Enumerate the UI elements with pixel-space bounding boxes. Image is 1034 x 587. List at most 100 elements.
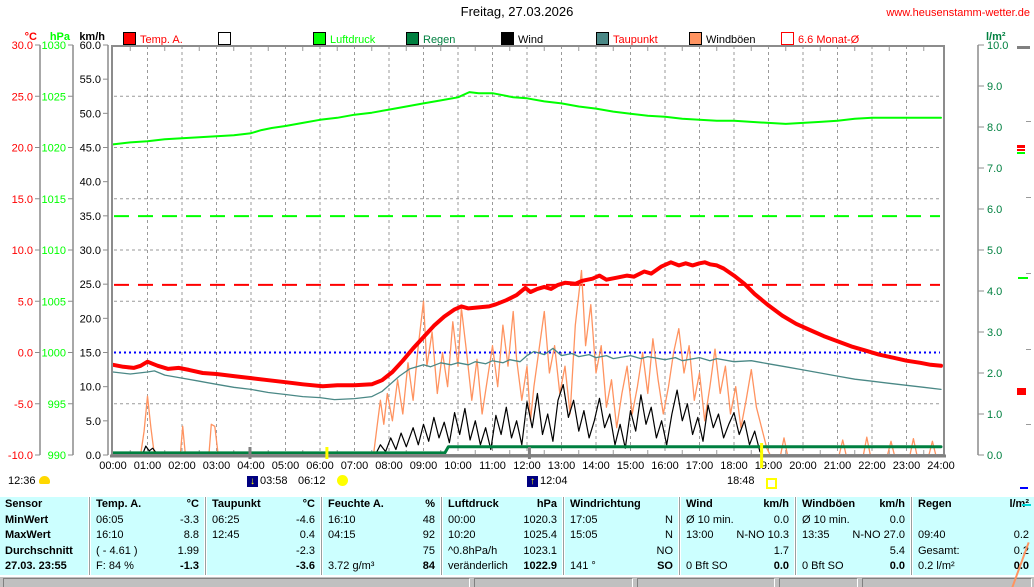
table-row: Ø 10 min. 0.0 xyxy=(681,513,794,529)
table-row: 141 ° SO xyxy=(565,559,678,575)
cell-value: % xyxy=(425,498,435,510)
axis-tick-label-wind: 0.0 xyxy=(86,450,101,462)
axis-tick-label-rain: 9.0 xyxy=(987,81,1002,93)
cell-label: MinWert xyxy=(5,513,49,526)
x-tick-label: 15:00 xyxy=(617,460,645,472)
table-row: Gesamt: 0.2 xyxy=(913,544,1034,560)
x-tick-label: 11:00 xyxy=(479,460,506,472)
cell-label: 15:05 xyxy=(570,529,598,542)
table-column-sensor: Sensor MinWert MaxWert Durchschnitt 27.03. 2… xyxy=(0,497,88,575)
column-header: Wind km/h xyxy=(681,497,794,513)
cell-value: -4.6 xyxy=(296,513,315,526)
axis-tick-label-pressure: 995 xyxy=(48,399,66,411)
cell-value: 48 xyxy=(422,513,435,526)
axis-tick-label-pressure: 1015 xyxy=(42,194,66,206)
cell-label: Temp. A. xyxy=(96,498,142,510)
table-row: 75 xyxy=(323,544,440,560)
column-header: Feuchte A.% xyxy=(323,497,440,513)
cell-label: MaxWert xyxy=(5,529,51,542)
axis-tick-label-temp: 10.0 xyxy=(12,245,33,257)
row-label: Durchschnitt xyxy=(0,544,88,560)
axis-tick-label-temp: -10.0 xyxy=(8,450,33,462)
axis-tick-label-temp: 30.0 xyxy=(12,40,33,52)
axis-tick-label-rain: 3.0 xyxy=(987,327,1002,339)
cell-label: 0 Bft SO xyxy=(686,560,728,573)
cell-value: 1.7 xyxy=(773,544,789,557)
table-row: 00:00 1020.3 xyxy=(443,513,562,529)
status-bar xyxy=(0,577,1034,587)
cell-value: 1.99 xyxy=(177,544,199,557)
solar-noon-label: 12:36 xyxy=(8,475,50,487)
x-tick-label: 16:00 xyxy=(651,460,679,472)
table-row: veränderlich 1022.9 xyxy=(443,559,562,575)
cell-value: 0.0 xyxy=(889,560,905,573)
table-row: -2.3 xyxy=(207,544,320,560)
x-tick-label: 22:00 xyxy=(858,460,886,472)
cell-label: 06:25 xyxy=(212,513,240,526)
solar-noon-time: 12:36 xyxy=(8,475,36,487)
axis-tick-label-pressure: 990 xyxy=(48,450,66,462)
cell-value: l/m² xyxy=(1009,498,1029,510)
legend-swatch xyxy=(406,32,419,45)
cell-value: N xyxy=(665,513,673,526)
table-row: 16:10 48 xyxy=(323,513,440,529)
cell-value: 0.0 xyxy=(773,560,789,573)
table-column-wind: Wind km/h Ø 10 min. 0.0 13:00 N-NO 10.3 1.7 0 B… xyxy=(681,497,794,575)
cell-label: 16:10 xyxy=(96,529,124,542)
cell-label: 3.72 g/m³ xyxy=(328,560,375,573)
table-row: Ø 10 min. 0.0 xyxy=(797,513,910,529)
cell-value: NO xyxy=(656,544,674,557)
table-row: F: 84 % -1.3 xyxy=(91,559,204,575)
edge-tick-4 xyxy=(1026,349,1031,350)
site-url-link[interactable]: www.heusenstamm-wetter.de xyxy=(886,7,1030,19)
axis-tick-label-wind: 60.0 xyxy=(80,40,101,52)
legend-item-wind: Wind xyxy=(501,32,543,46)
table-column-taupunkt: Taupunkt °C 06:25 -4.6 12:45 0.4 -2.3 -3.6 xyxy=(207,497,320,575)
cell-label: veränderlich xyxy=(448,560,508,573)
table-separator xyxy=(89,497,90,575)
legend-label: Luftdruck xyxy=(330,34,376,46)
axis-tick-label-pressure: 1025 xyxy=(42,91,66,103)
cell-label: Windrichtung xyxy=(570,498,641,510)
cell-label: Regen xyxy=(918,498,952,510)
axis-tick-label-pressure: 1000 xyxy=(42,348,66,360)
table-row xyxy=(913,513,1034,529)
table-row: 13:35 N-NO 27.0 xyxy=(797,528,910,544)
x-tick-label: 06:00 xyxy=(306,460,334,472)
axis-tick-label-pressure: 1005 xyxy=(42,296,66,308)
table-row: 5.4 xyxy=(797,544,910,560)
cell-label: ( - 4.61 ) xyxy=(96,544,138,557)
cell-value: -3.3 xyxy=(180,513,199,526)
table-row: 04:15 92 xyxy=(323,528,440,544)
cell-label: 17:05 xyxy=(570,513,598,526)
cell-value: -1.3 xyxy=(180,560,199,573)
edge-mark-blue xyxy=(1020,487,1028,489)
cell-label: 12:45 xyxy=(212,529,240,542)
x-tick-label: 13:00 xyxy=(548,460,576,472)
table-row: 16:10 8.8 xyxy=(91,528,204,544)
legend-label: Regen xyxy=(423,34,456,46)
x-tick-label: 01:00 xyxy=(134,460,162,472)
cell-value: °C xyxy=(186,498,199,510)
legend-swatch xyxy=(123,32,136,45)
cell-value: -2.3 xyxy=(296,544,315,557)
cell-label: 16:10 xyxy=(328,513,356,526)
sunrise-icon xyxy=(337,475,348,489)
edge-mark-red-b xyxy=(1017,149,1025,151)
x-tick-label: 12:00 xyxy=(513,460,541,472)
sunset-icon xyxy=(766,478,777,492)
cell-label: Ø 10 min. xyxy=(686,513,734,526)
edge-mark-gray-top xyxy=(1017,46,1030,49)
table-row: ( - 4.61 ) 1.99 xyxy=(91,544,204,560)
legend-label: 6.6 Monat-Ø xyxy=(798,34,860,46)
cell-value: 1025.4 xyxy=(523,529,557,542)
solar-noon-sun-icon xyxy=(38,476,50,484)
legend-item-blank xyxy=(218,32,235,45)
x-tick-label: 10:00 xyxy=(444,460,472,472)
table-row: 13:00 N-NO 10.3 xyxy=(681,528,794,544)
axis-tick-label-wind: 40.0 xyxy=(80,177,101,189)
column-header: Taupunkt °C xyxy=(207,497,320,513)
cell-label: 13:00 xyxy=(686,529,714,542)
axis-header-rain: l/m² xyxy=(986,31,1006,43)
cell-value: N-NO 27.0 xyxy=(852,529,905,542)
